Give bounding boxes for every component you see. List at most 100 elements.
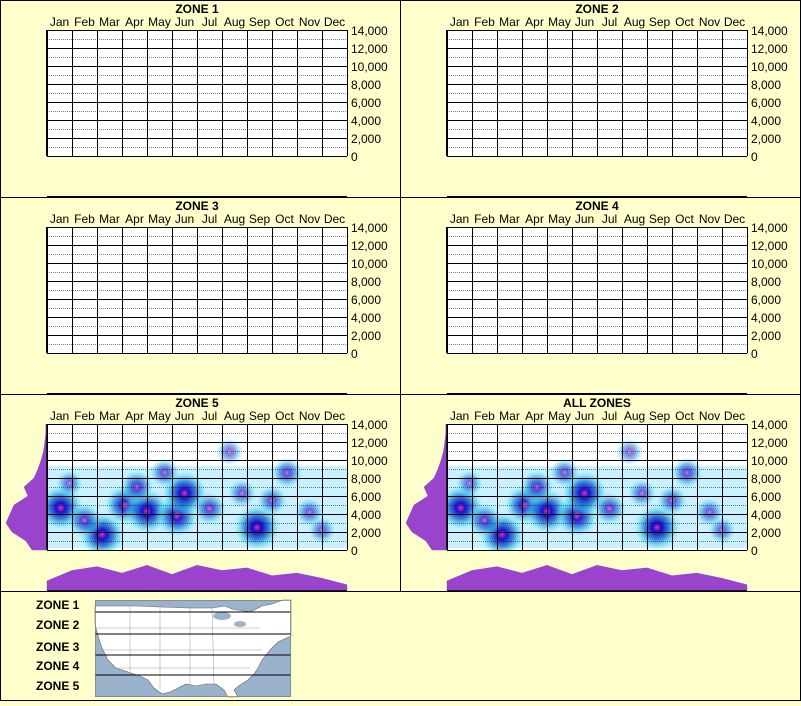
zone-panel-2: ZONE 2 Jan Feb Mar Apr May Jun Jul Aug Sep Oct Nov D…	[446, 2, 788, 197]
month-tick-label: Apr	[125, 409, 144, 423]
month-tick-label: Jan	[50, 212, 69, 226]
month-tick-label: Dec	[724, 409, 745, 423]
y-tick-label: 0	[751, 150, 758, 164]
y-tick-label: 12,000	[751, 436, 788, 450]
month-tick-label: Feb	[474, 409, 495, 423]
y-tick-label: 6,000	[751, 293, 781, 307]
month-tick-label: Jan	[50, 409, 69, 423]
y-tick-label: 12,000	[751, 239, 788, 253]
y-tick-label: 14,000	[351, 418, 388, 432]
heat-cell	[670, 456, 704, 489]
month-tick-label: Jun	[575, 15, 594, 29]
y-tick-label: 2,000	[351, 526, 381, 540]
y-tick-label: 2,000	[751, 329, 781, 343]
month-tick-label: Oct	[275, 409, 294, 423]
y-tick-label: 0	[751, 544, 758, 558]
y-tick-label: 14,000	[351, 24, 388, 38]
y-tick-label: 4,000	[751, 311, 781, 325]
heat-cell	[270, 456, 304, 489]
y-tick-label: 2,000	[751, 526, 781, 540]
y-tick-label: 0	[351, 347, 358, 361]
month-tick-label: Jul	[202, 15, 217, 29]
legend-zone-4-label: ZONE 4	[36, 659, 80, 673]
month-tick-label: May	[148, 15, 171, 29]
month-tick-label: Aug	[624, 212, 645, 226]
month-tick-label: Feb	[474, 212, 495, 226]
y-tick-label: 2,000	[351, 329, 381, 343]
elevation-profile	[5, 424, 47, 551]
y-tick-label: 14,000	[751, 418, 788, 432]
month-tick-label: Mar	[99, 409, 120, 423]
y-tick-label: 10,000	[351, 454, 388, 468]
month-tick-label: Jun	[175, 212, 194, 226]
y-tick-label: 0	[351, 544, 358, 558]
month-tick-label: Mar	[499, 15, 520, 29]
y-tick-label: 10,000	[351, 60, 388, 74]
month-tick-label: Mar	[99, 15, 120, 29]
month-tick-label: Mar	[499, 409, 520, 423]
month-tick-label: Nov	[299, 15, 320, 29]
month-tick-label: Jun	[175, 409, 194, 423]
heat-cell	[66, 502, 103, 538]
y-tick-label: 0	[751, 347, 758, 361]
month-profile	[446, 565, 748, 591]
month-tick-label: Sep	[249, 409, 271, 423]
month-tick-label: Jul	[602, 15, 617, 29]
y-tick-label: 8,000	[351, 275, 381, 289]
month-tick-label: Sep	[249, 212, 271, 226]
y-tick-label: 4,000	[351, 508, 381, 522]
y-tick-label: 2,000	[751, 132, 781, 146]
month-tick-label: Jan	[450, 212, 469, 226]
y-tick-label: 14,000	[751, 221, 788, 235]
panel-title: ZONE 3	[175, 199, 219, 213]
month-tick-label: Jul	[602, 212, 617, 226]
heat-cell	[55, 469, 84, 498]
panel-title: ZONE 2	[575, 2, 619, 16]
map-lake	[234, 621, 246, 627]
month-tick-label: Nov	[299, 212, 320, 226]
month-tick-label: Jul	[202, 409, 217, 423]
elevation-profile	[405, 424, 447, 551]
panel-title: ZONE 5	[175, 396, 219, 410]
month-tick-label: Oct	[675, 212, 694, 226]
heat-cell	[548, 457, 581, 489]
month-tick-label: Jul	[602, 409, 617, 423]
y-tick-label: 4,000	[751, 114, 781, 128]
month-tick-label: Aug	[224, 15, 245, 29]
month-tick-label: Aug	[624, 15, 645, 29]
map-lake	[213, 612, 231, 620]
month-tick-label: Sep	[649, 212, 671, 226]
y-tick-label: 12,000	[351, 42, 388, 56]
month-tick-label: Jun	[175, 15, 194, 29]
y-tick-label: 4,000	[351, 114, 381, 128]
month-tick-label: Apr	[525, 409, 544, 423]
month-tick-label: Dec	[324, 409, 345, 423]
zone-panel-4: ZONE 4 Jan Feb Mar Apr May Jun Jul Aug Sep Oct Nov D…	[446, 199, 788, 394]
month-tick-label: Sep	[649, 15, 671, 29]
month-tick-label: Mar	[499, 212, 520, 226]
month-tick-label: Apr	[125, 212, 144, 226]
heat-cell	[455, 469, 484, 498]
month-tick-label: Dec	[324, 212, 345, 226]
heat-cell	[592, 491, 627, 526]
heat-cell	[615, 437, 644, 467]
map-border	[95, 600, 291, 697]
month-profile	[46, 565, 348, 591]
month-tick-label: Dec	[324, 15, 345, 29]
y-tick-label: 6,000	[751, 490, 781, 504]
month-tick-label: Feb	[474, 15, 495, 29]
y-tick-label: 10,000	[351, 257, 388, 271]
y-tick-label: 2,000	[351, 132, 381, 146]
y-tick-label: 8,000	[751, 472, 781, 486]
heat-cell	[148, 457, 181, 489]
y-tick-label: 6,000	[351, 293, 381, 307]
zone-panel-1: ZONE 1 Jan Feb Mar Apr May Jun Jul Aug Sep Oct Nov D…	[46, 2, 388, 197]
month-tick-label: Feb	[74, 15, 95, 29]
y-tick-label: 10,000	[751, 454, 788, 468]
y-tick-label: 4,000	[751, 508, 781, 522]
month-tick-label: May	[548, 15, 571, 29]
month-tick-label: Aug	[624, 409, 645, 423]
month-tick-label: Jun	[575, 409, 594, 423]
